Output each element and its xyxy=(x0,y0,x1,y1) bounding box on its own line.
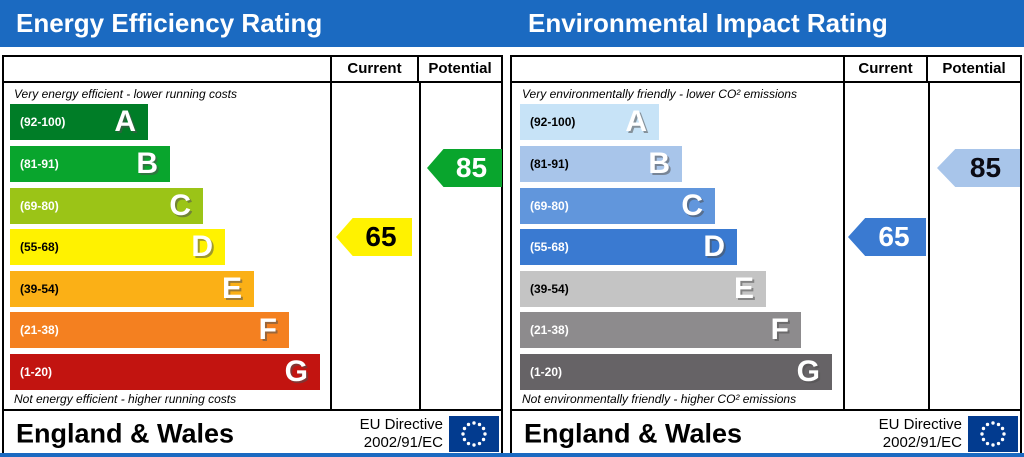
bottom-blue-strip xyxy=(0,453,1024,457)
column-divider xyxy=(419,83,421,409)
environmental-chart-body: Very environmentally friendly - lower CO… xyxy=(512,83,1020,411)
region-label: England & Wales xyxy=(16,418,235,449)
band-row-c: (69-80) C xyxy=(520,188,715,224)
potential-column-header: Potential xyxy=(417,57,501,81)
band-letter: C xyxy=(681,189,703,222)
eu-flag-icon xyxy=(968,416,1018,452)
band-letter: A xyxy=(625,105,647,138)
band-range-label: (21-38) xyxy=(530,323,569,337)
eu-directive-line2: 2002/91/EC xyxy=(882,434,962,451)
top-note: Very energy efficient - lower running co… xyxy=(14,87,237,101)
column-divider xyxy=(928,83,930,409)
band-row-f: (21-38) F xyxy=(10,312,289,348)
potential-rating-arrow: 85 xyxy=(937,149,1020,187)
region-label: England & Wales xyxy=(524,418,743,449)
band-letter: D xyxy=(703,230,725,263)
current-rating-value: 65 xyxy=(878,221,910,252)
band-range-label: (1-20) xyxy=(20,365,53,379)
band-column-header xyxy=(512,57,843,81)
band-row-a: (92-100) A xyxy=(10,104,148,140)
band-letter: D xyxy=(191,230,213,263)
column-divider xyxy=(330,83,332,409)
environmental-rating-title: Environmental Impact Rating xyxy=(528,8,888,38)
band-letter: G xyxy=(796,355,820,388)
band-row-e: (39-54) E xyxy=(10,271,254,307)
environmental-impact-panel: Current Potential Very environmentally f… xyxy=(510,55,1022,457)
current-rating-arrow: 65 xyxy=(848,218,926,256)
band-row-e: (39-54) E xyxy=(520,271,766,307)
band-letter: A xyxy=(114,105,136,138)
eu-directive-line2: 2002/91/EC xyxy=(363,434,443,451)
band-range-label: (69-80) xyxy=(20,199,59,213)
band-row-a: (92-100) A xyxy=(520,104,659,140)
potential-rating-value: 85 xyxy=(455,152,488,183)
band-letter: B xyxy=(648,147,670,180)
eu-directive-label: EU Directive 2002/91/EC xyxy=(360,416,443,452)
band-range-label: (69-80) xyxy=(530,199,569,213)
band-range-label: (81-91) xyxy=(530,157,569,171)
band-row-c: (69-80) C xyxy=(10,188,203,224)
band-letter: F xyxy=(258,313,277,346)
potential-column-header: Potential xyxy=(926,57,1020,81)
eu-flag-icon xyxy=(449,416,499,452)
band-row-g: (1-20) G xyxy=(520,354,832,390)
band-range-label: (39-54) xyxy=(530,282,569,296)
band-range-label: (55-68) xyxy=(20,240,59,254)
bottom-note: Not environmentally friendly - higher CO… xyxy=(522,392,797,406)
band-letter: F xyxy=(770,313,789,346)
band-letter: G xyxy=(284,355,308,388)
current-rating-value: 65 xyxy=(365,221,397,252)
eu-directive-line1: EU Directive xyxy=(878,416,962,433)
band-range-label: (81-91) xyxy=(20,157,59,171)
band-letter: B xyxy=(136,147,158,180)
band-letter: C xyxy=(169,189,191,222)
band-letter: E xyxy=(733,272,754,305)
band-range-label: (21-38) xyxy=(20,323,59,337)
eu-directive-label: EU Directive 2002/91/EC xyxy=(879,416,962,452)
band-range-label: (92-100) xyxy=(20,115,66,129)
title-band: Energy Efficiency Rating Environmental I… xyxy=(0,0,1024,47)
band-range-label: (92-100) xyxy=(530,115,576,129)
band-range-label: (55-68) xyxy=(530,240,569,254)
footer-row: England & Wales EU Directive 2002/91/EC xyxy=(512,413,1020,455)
energy-efficiency-panel: Current Potential Very energy efficient … xyxy=(2,55,503,457)
band-range-label: (39-54) xyxy=(20,282,59,296)
band-row-d: (55-68) D xyxy=(10,229,225,265)
column-header-row: Current Potential xyxy=(512,57,1020,83)
column-divider xyxy=(843,83,845,409)
band-range-label: (1-20) xyxy=(530,365,563,379)
energy-rating-title: Energy Efficiency Rating xyxy=(16,8,323,38)
potential-rating-arrow: 85 xyxy=(427,149,502,187)
potential-rating-value: 85 xyxy=(969,152,1002,183)
band-column-header xyxy=(4,57,330,81)
footer-row: England & Wales EU Directive 2002/91/EC xyxy=(4,413,501,455)
band-row-g: (1-20) G xyxy=(10,354,320,390)
top-note: Very environmentally friendly - lower CO… xyxy=(522,87,797,101)
band-row-b: (81-91) B xyxy=(10,146,170,182)
bottom-note: Not energy efficient - higher running co… xyxy=(14,392,237,406)
column-header-row: Current Potential xyxy=(4,57,501,83)
energy-chart-body: Very energy efficient - lower running co… xyxy=(4,83,502,411)
band-letter: E xyxy=(221,272,242,305)
band-row-f: (21-38) F xyxy=(520,312,801,348)
eu-directive-line1: EU Directive xyxy=(359,416,443,433)
current-column-header: Current xyxy=(330,57,417,81)
current-rating-arrow: 65 xyxy=(336,218,412,256)
current-column-header: Current xyxy=(843,57,926,81)
band-row-b: (81-91) B xyxy=(520,146,682,182)
band-row-d: (55-68) D xyxy=(520,229,737,265)
